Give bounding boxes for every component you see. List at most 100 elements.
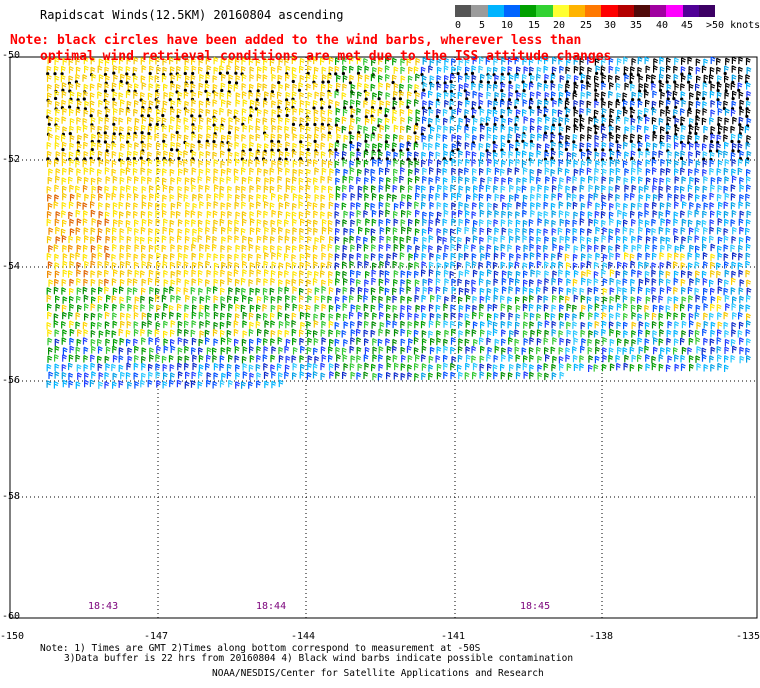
wind-barb [270, 329, 276, 338]
wind-barb [183, 253, 189, 262]
wind-barb [269, 58, 275, 66]
wind-barb [558, 286, 564, 295]
wind-barb [688, 65, 694, 74]
contamination-circle [285, 98, 289, 102]
wind-barb [586, 167, 592, 175]
wind-barb [680, 262, 686, 270]
wind-barb [528, 303, 534, 312]
wind-barb [651, 312, 657, 320]
wind-barb [46, 108, 52, 117]
wind-barb [342, 313, 348, 321]
wind-barb [666, 83, 672, 92]
wind-barb [228, 124, 234, 133]
wind-barb [219, 218, 225, 227]
contamination-circle [595, 71, 599, 75]
wind-barb [127, 160, 132, 168]
wind-barb [601, 141, 607, 150]
wind-barb [559, 295, 565, 303]
wind-barb [104, 158, 110, 167]
contamination-circle [220, 88, 224, 93]
wind-barb [147, 107, 153, 116]
wind-barb [444, 91, 449, 100]
wind-barb [154, 312, 160, 321]
wind-barb [285, 228, 291, 236]
wind-barb [83, 329, 89, 337]
wind-barb [630, 210, 635, 219]
wind-barb [458, 321, 463, 329]
wind-barb [674, 151, 680, 159]
wind-barb [235, 92, 241, 100]
wind-barb [312, 202, 318, 210]
wind-barb [550, 202, 556, 211]
wind-barb [601, 74, 607, 82]
wind-barb [386, 371, 391, 380]
wind-barb [306, 109, 312, 117]
wind-barb [579, 142, 585, 150]
wind-barb [694, 167, 700, 176]
wind-barb [285, 65, 291, 74]
wind-barb [328, 56, 334, 65]
contamination-circle [384, 140, 388, 144]
wind-barb [255, 125, 261, 133]
wind-barb [660, 126, 665, 134]
wind-barb [436, 346, 442, 354]
wind-barb [190, 177, 196, 185]
wind-barb [205, 150, 211, 159]
wind-barb [241, 91, 247, 99]
wind-barb [90, 209, 96, 218]
wind-barb [176, 65, 182, 74]
wind-barb [241, 176, 247, 185]
wind-barb [472, 269, 478, 278]
wind-barb [255, 117, 261, 126]
wind-barb [529, 279, 534, 287]
wind-barb [126, 134, 132, 142]
wind-barb [457, 107, 462, 116]
wind-barb [371, 218, 377, 227]
wind-barb [249, 338, 254, 347]
wind-barb [75, 108, 81, 116]
wind-barb [738, 218, 744, 226]
wind-barb [529, 243, 535, 252]
wind-barb [687, 219, 693, 227]
wind-barb [515, 141, 521, 149]
wind-barb [120, 159, 126, 168]
wind-barb [343, 227, 349, 236]
wind-barb [255, 159, 261, 167]
wind-barb [451, 143, 457, 151]
wind-barb [565, 227, 571, 236]
wind-barb [730, 108, 736, 117]
wind-barb [212, 354, 218, 363]
wind-barb [724, 355, 729, 363]
wind-barb [155, 176, 161, 185]
wind-barb [536, 346, 541, 355]
wind-barb [660, 236, 666, 244]
wind-barb [120, 143, 126, 151]
wind-barb [183, 158, 189, 167]
wind-barb [234, 126, 240, 134]
contamination-circle [97, 139, 101, 143]
wind-barb [343, 210, 349, 219]
wind-barb [738, 252, 744, 261]
wind-barb [141, 124, 146, 133]
wind-barb [680, 278, 686, 287]
wind-barb [537, 184, 543, 192]
wind-barb [90, 329, 96, 338]
wind-barb [198, 160, 204, 168]
wind-barb [629, 346, 635, 355]
wind-barb [608, 211, 614, 219]
wind-barb [192, 295, 197, 304]
wind-barb [473, 185, 478, 193]
wind-barb [300, 321, 306, 330]
wind-barb [581, 253, 586, 261]
wind-barb [595, 338, 601, 347]
wind-barb [428, 261, 434, 269]
wind-barb [550, 312, 556, 321]
wind-barb [242, 235, 248, 243]
wind-barb [365, 270, 370, 279]
wind-barb [435, 192, 441, 201]
wind-barb [119, 133, 125, 142]
wind-barb [141, 218, 147, 227]
wind-barb [249, 354, 255, 363]
wind-barb [178, 168, 183, 176]
wind-barb [407, 372, 413, 380]
